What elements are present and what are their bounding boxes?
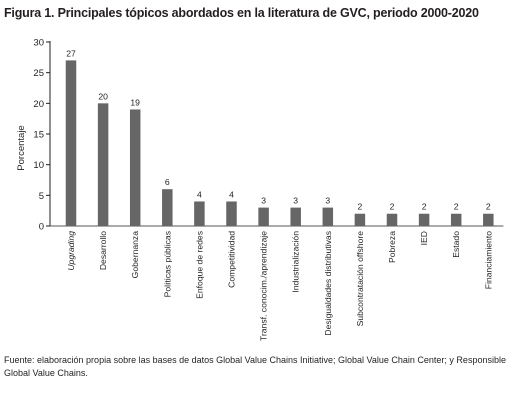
y-tick-label: 25 (33, 68, 44, 79)
category-label: Desarrollo (98, 231, 108, 270)
bar (65, 60, 77, 227)
category-label: Enfoque de redes (194, 231, 204, 299)
bar (226, 201, 237, 226)
bar (418, 213, 430, 226)
y-axis-label: Porcentaje (16, 125, 27, 170)
category-label: Financiamiento (483, 231, 493, 289)
bar-value-label: 6 (165, 177, 170, 187)
category-label: IED (419, 231, 429, 245)
bar-value-label: 2 (486, 202, 491, 212)
bar-value-label: 2 (454, 202, 459, 212)
bar (354, 213, 366, 226)
bar (450, 213, 462, 226)
category-label: Industrialización (291, 231, 301, 293)
y-tick-label: 15 (33, 130, 44, 141)
bar-value-label: 2 (390, 202, 395, 212)
bar (258, 207, 269, 226)
bar (129, 109, 141, 226)
bar (386, 213, 398, 226)
source-note: Fuente: elaboración propia sobre las bas… (4, 355, 506, 378)
bar-value-label: 3 (325, 196, 330, 206)
y-tick-label: 10 (33, 160, 44, 171)
bar-value-label: 3 (261, 196, 266, 206)
bar (162, 189, 173, 226)
chart-title: Figura 1. Principales tópicos abordados … (4, 6, 479, 20)
bar (322, 207, 334, 226)
y-tick-label: 0 (39, 222, 44, 233)
bar-value-label: 2 (358, 202, 363, 212)
category-label: Competitividad (227, 231, 237, 288)
category-label: Desigualdades distributivas (323, 231, 333, 336)
category-label: Subcontratación offshore (355, 231, 365, 327)
category-labels: Upgrading Desarrollo Gobernanza Políticas p… (66, 231, 493, 341)
bar-value-label: 19 (130, 97, 140, 107)
bar (194, 201, 205, 226)
category-label: Pobreza (387, 231, 397, 263)
y-tick-label: 30 (33, 38, 44, 49)
category-label: Estado (451, 231, 461, 258)
category-label: Upgrading (66, 231, 76, 271)
bar-value-label: 20 (98, 91, 108, 101)
bars: 27 20 19 6 4 4 3 3 3 2 2 2 2 2 (65, 48, 494, 227)
y-tick-label: 20 (33, 99, 44, 110)
bar (97, 103, 109, 226)
bar-value-label: 3 (293, 196, 298, 206)
bar (290, 207, 301, 226)
category-label: Políticas públicas (162, 231, 172, 297)
bar-value-label: 2 (422, 202, 427, 212)
bar (483, 213, 494, 226)
category-label: Transf. conocim./aprendizaje (259, 231, 269, 341)
bar-value-label: 4 (229, 189, 234, 199)
y-tick-label: 5 (39, 191, 44, 202)
bar-value-label: 27 (66, 48, 76, 58)
bar-value-label: 4 (197, 189, 202, 199)
category-label: Gobernanza (130, 231, 140, 279)
